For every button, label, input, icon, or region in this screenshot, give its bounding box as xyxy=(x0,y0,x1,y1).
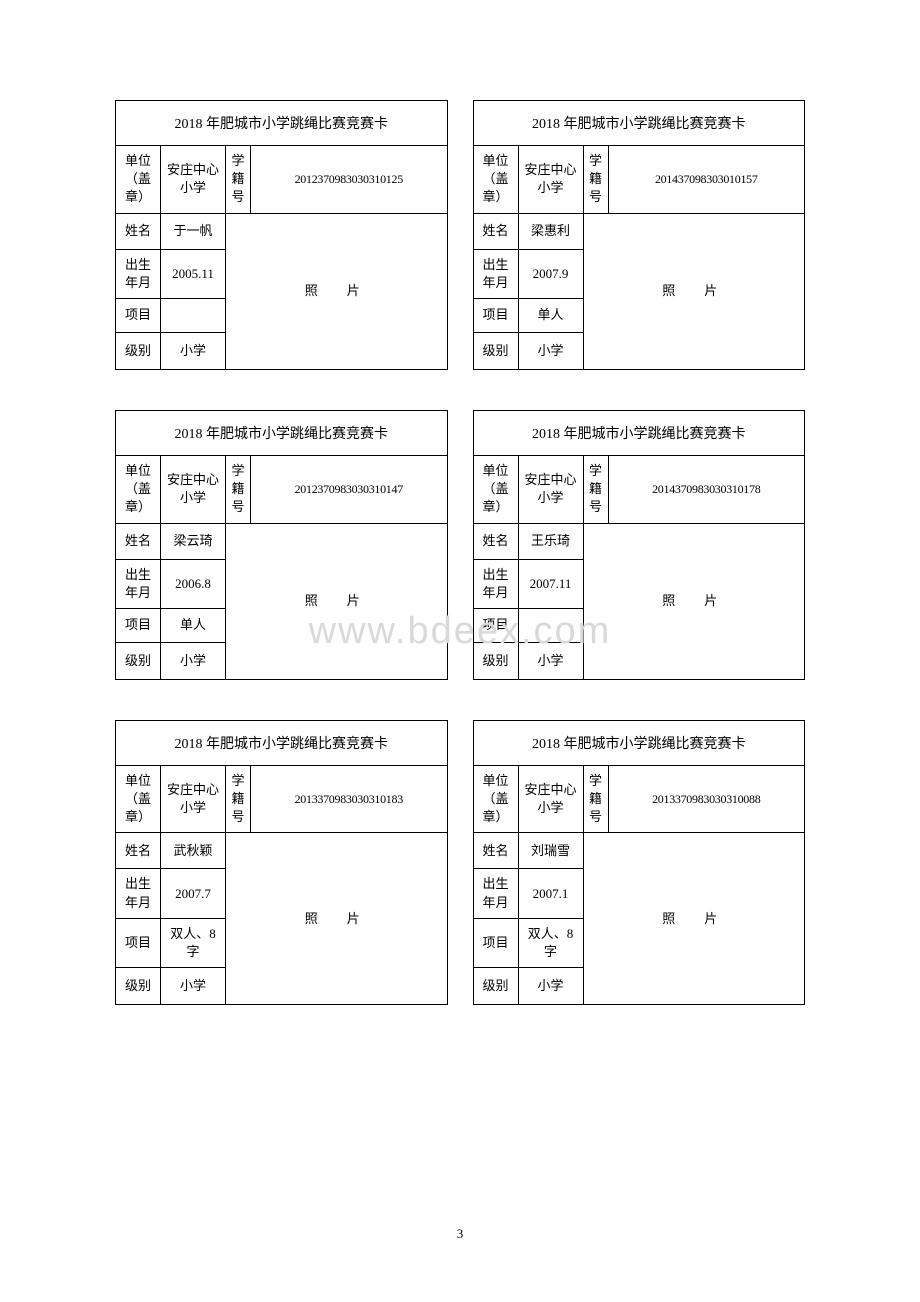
label-name: 姓名 xyxy=(474,214,519,250)
value-name: 王乐琦 xyxy=(519,524,584,560)
value-student-id: 2013370983030310088 xyxy=(609,766,805,834)
label-name: 姓名 xyxy=(474,524,519,560)
photo-area: 照 片 xyxy=(226,524,447,679)
value-event: 双人、8 字 xyxy=(161,919,226,968)
competition-card: 2018 年肥城市小学跳绳比赛竞赛卡单位（盖章）安庄中心小学学籍号2014370… xyxy=(473,100,806,370)
label-unit: 单位（盖章） xyxy=(116,456,161,524)
card-body: 单位（盖章）安庄中心小学学籍号201437098303010157 姓名梁惠利出生… xyxy=(474,146,805,369)
card-title: 2018 年肥城市小学跳绳比赛竞赛卡 xyxy=(474,721,805,766)
value-student-id: 201437098303010157 xyxy=(609,146,805,214)
value-unit: 安庄中心小学 xyxy=(161,456,226,524)
value-event: 单人 xyxy=(161,609,226,643)
label-student-id: 学籍号 xyxy=(584,456,609,524)
value-level: 小学 xyxy=(519,333,584,369)
label-name: 姓名 xyxy=(474,833,519,869)
card-title: 2018 年肥城市小学跳绳比赛竞赛卡 xyxy=(116,101,447,146)
label-event: 项目 xyxy=(116,919,161,968)
label-event: 项目 xyxy=(474,919,519,968)
value-unit: 安庄中心小学 xyxy=(519,766,584,834)
value-unit: 安庄中心小学 xyxy=(161,766,226,834)
label-student-id: 学籍号 xyxy=(226,766,251,834)
label-birth: 出生年月 xyxy=(474,560,519,609)
card-body: 单位（盖章）安庄中心小学学籍号2012370983030310125 姓名于一帆出… xyxy=(116,146,447,369)
label-unit: 单位（盖章） xyxy=(474,146,519,214)
value-unit: 安庄中心小学 xyxy=(161,146,226,214)
competition-card: 2018 年肥城市小学跳绳比赛竞赛卡单位（盖章）安庄中心小学学籍号2013370… xyxy=(473,720,806,1005)
value-birth: 2007.1 xyxy=(519,869,584,918)
label-event: 项目 xyxy=(474,299,519,333)
label-birth: 出生年月 xyxy=(474,250,519,299)
value-birth: 2007.7 xyxy=(161,869,226,918)
label-level: 级别 xyxy=(116,333,161,369)
value-birth: 2007.9 xyxy=(519,250,584,299)
card-body: 单位（盖章）安庄中心小学学籍号2013370983030310088 姓名刘瑞雪出… xyxy=(474,766,805,1004)
value-birth: 2006.8 xyxy=(161,560,226,609)
competition-card: 2018 年肥城市小学跳绳比赛竞赛卡单位（盖章）安庄中心小学学籍号2014370… xyxy=(473,410,806,680)
value-event xyxy=(161,299,226,333)
value-event: 双人、8 字 xyxy=(519,919,584,968)
label-unit: 单位（盖章） xyxy=(474,456,519,524)
card-title: 2018 年肥城市小学跳绳比赛竞赛卡 xyxy=(474,411,805,456)
value-event xyxy=(519,609,584,643)
label-level: 级别 xyxy=(474,968,519,1004)
value-level: 小学 xyxy=(161,968,226,1004)
photo-area: 照 片 xyxy=(584,524,805,679)
value-student-id: 2014370983030310178 xyxy=(609,456,805,524)
page-number: 3 xyxy=(457,1226,464,1242)
label-event: 项目 xyxy=(116,609,161,643)
value-name: 梁云琦 xyxy=(161,524,226,560)
label-unit: 单位（盖章） xyxy=(116,766,161,834)
label-student-id: 学籍号 xyxy=(584,146,609,214)
competition-card: 2018 年肥城市小学跳绳比赛竞赛卡单位（盖章）安庄中心小学学籍号2012370… xyxy=(115,410,448,680)
label-unit: 单位（盖章） xyxy=(116,146,161,214)
card-title: 2018 年肥城市小学跳绳比赛竞赛卡 xyxy=(116,721,447,766)
value-name: 武秋颖 xyxy=(161,833,226,869)
value-birth: 2005.11 xyxy=(161,250,226,299)
label-level: 级别 xyxy=(474,333,519,369)
photo-area: 照 片 xyxy=(584,833,805,1004)
card-title: 2018 年肥城市小学跳绳比赛竞赛卡 xyxy=(474,101,805,146)
label-event: 项目 xyxy=(116,299,161,333)
card-body: 单位（盖章）安庄中心小学学籍号2014370983030310178 姓名王乐琦出… xyxy=(474,456,805,679)
value-name: 刘瑞雪 xyxy=(519,833,584,869)
value-level: 小学 xyxy=(161,333,226,369)
label-level: 级别 xyxy=(116,643,161,679)
label-name: 姓名 xyxy=(116,524,161,560)
value-level: 小学 xyxy=(519,643,584,679)
value-student-id: 2012370983030310125 xyxy=(251,146,447,214)
photo-area: 照 片 xyxy=(226,833,447,1004)
value-event: 单人 xyxy=(519,299,584,333)
photo-area: 照 片 xyxy=(584,214,805,369)
label-student-id: 学籍号 xyxy=(584,766,609,834)
label-event: 项目 xyxy=(474,609,519,643)
label-unit: 单位（盖章） xyxy=(474,766,519,834)
value-name: 于一帆 xyxy=(161,214,226,250)
photo-area: 照 片 xyxy=(226,214,447,369)
label-birth: 出生年月 xyxy=(116,869,161,918)
label-student-id: 学籍号 xyxy=(226,456,251,524)
value-student-id: 2013370983030310183 xyxy=(251,766,447,834)
cards-container: 2018 年肥城市小学跳绳比赛竞赛卡单位（盖章）安庄中心小学学籍号2012370… xyxy=(115,100,805,1005)
label-birth: 出生年月 xyxy=(474,869,519,918)
value-level: 小学 xyxy=(161,643,226,679)
label-birth: 出生年月 xyxy=(116,560,161,609)
label-birth: 出生年月 xyxy=(116,250,161,299)
value-birth: 2007.11 xyxy=(519,560,584,609)
value-name: 梁惠利 xyxy=(519,214,584,250)
label-level: 级别 xyxy=(474,643,519,679)
value-unit: 安庄中心小学 xyxy=(519,456,584,524)
card-title: 2018 年肥城市小学跳绳比赛竞赛卡 xyxy=(116,411,447,456)
label-level: 级别 xyxy=(116,968,161,1004)
label-name: 姓名 xyxy=(116,833,161,869)
label-name: 姓名 xyxy=(116,214,161,250)
competition-card: 2018 年肥城市小学跳绳比赛竞赛卡单位（盖章）安庄中心小学学籍号2013370… xyxy=(115,720,448,1005)
value-level: 小学 xyxy=(519,968,584,1004)
card-body: 单位（盖章）安庄中心小学学籍号2013370983030310183 姓名武秋颖出… xyxy=(116,766,447,1004)
value-student-id: 2012370983030310147 xyxy=(251,456,447,524)
card-body: 单位（盖章）安庄中心小学学籍号2012370983030310147 姓名梁云琦出… xyxy=(116,456,447,679)
label-student-id: 学籍号 xyxy=(226,146,251,214)
value-unit: 安庄中心小学 xyxy=(519,146,584,214)
competition-card: 2018 年肥城市小学跳绳比赛竞赛卡单位（盖章）安庄中心小学学籍号2012370… xyxy=(115,100,448,370)
